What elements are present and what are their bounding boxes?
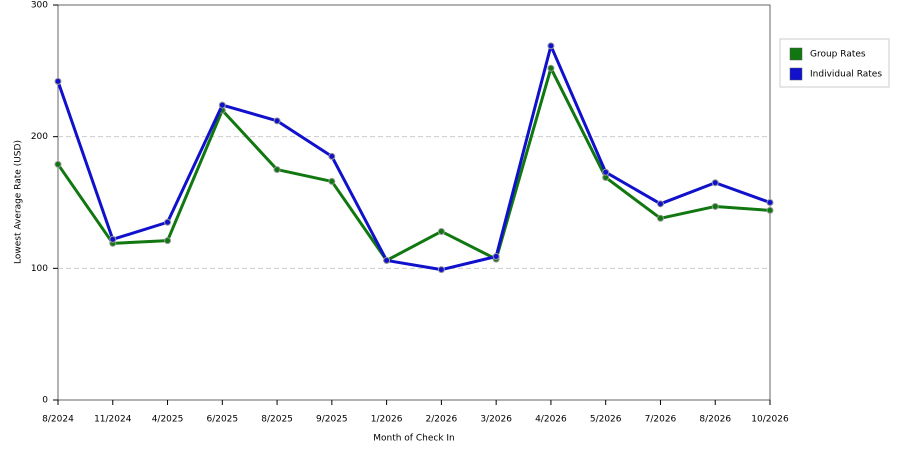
data-point — [437, 266, 445, 274]
x-tick-label: 3/2026 — [480, 415, 512, 425]
data-point — [273, 117, 281, 125]
series-line — [56, 66, 771, 262]
x-axis-label: Month of Check In — [373, 434, 455, 444]
y-tick-label: 200 — [31, 132, 48, 142]
x-tick-label: 5/2026 — [590, 415, 622, 425]
x-tick-label: 8/2026 — [699, 415, 731, 425]
x-tick-label: 8/2024 — [42, 415, 74, 425]
x-tick-label: 6/2025 — [206, 415, 238, 425]
x-tick-label: 10/2026 — [751, 415, 789, 425]
x-tick-label: 11/2024 — [94, 415, 132, 425]
data-point — [766, 199, 774, 206]
series-line — [56, 44, 771, 272]
legend-swatch — [789, 67, 803, 81]
data-point — [109, 235, 117, 243]
data-point — [164, 237, 172, 245]
x-tick-label: 2/2026 — [426, 415, 458, 425]
x-tick-label: 7/2026 — [645, 415, 677, 425]
data-point — [766, 206, 774, 214]
data-point — [437, 227, 445, 235]
data-point — [656, 214, 664, 222]
x-tick-label: 4/2026 — [535, 415, 567, 425]
x-tick-label: 9/2025 — [316, 415, 348, 425]
data-point — [328, 177, 336, 185]
y-tick-label: 100 — [31, 264, 48, 274]
y-tick-label: 300 — [31, 1, 48, 11]
x-tick-label: 8/2025 — [261, 415, 293, 425]
x-tick-label: 1/2026 — [371, 415, 403, 425]
x-tick-label: 4/2025 — [152, 415, 184, 425]
data-point — [547, 64, 555, 72]
data-point — [711, 179, 719, 187]
data-point — [328, 152, 336, 160]
data-point — [711, 202, 719, 210]
y-axis-label: Lowest Average Rate (USD) — [14, 140, 24, 264]
data-point — [602, 168, 610, 176]
data-point — [492, 252, 500, 260]
data-point — [656, 200, 664, 208]
legend-label: Group Rates — [810, 50, 866, 60]
data-point — [383, 256, 391, 264]
data-point — [547, 42, 555, 50]
data-point — [273, 166, 281, 174]
data-point — [218, 101, 226, 109]
legend-label: Individual Rates — [810, 70, 882, 80]
legend-swatch — [789, 47, 803, 61]
y-tick-label: 0 — [42, 396, 48, 406]
data-point — [164, 218, 172, 226]
data-point — [54, 160, 62, 168]
data-point — [54, 77, 62, 85]
